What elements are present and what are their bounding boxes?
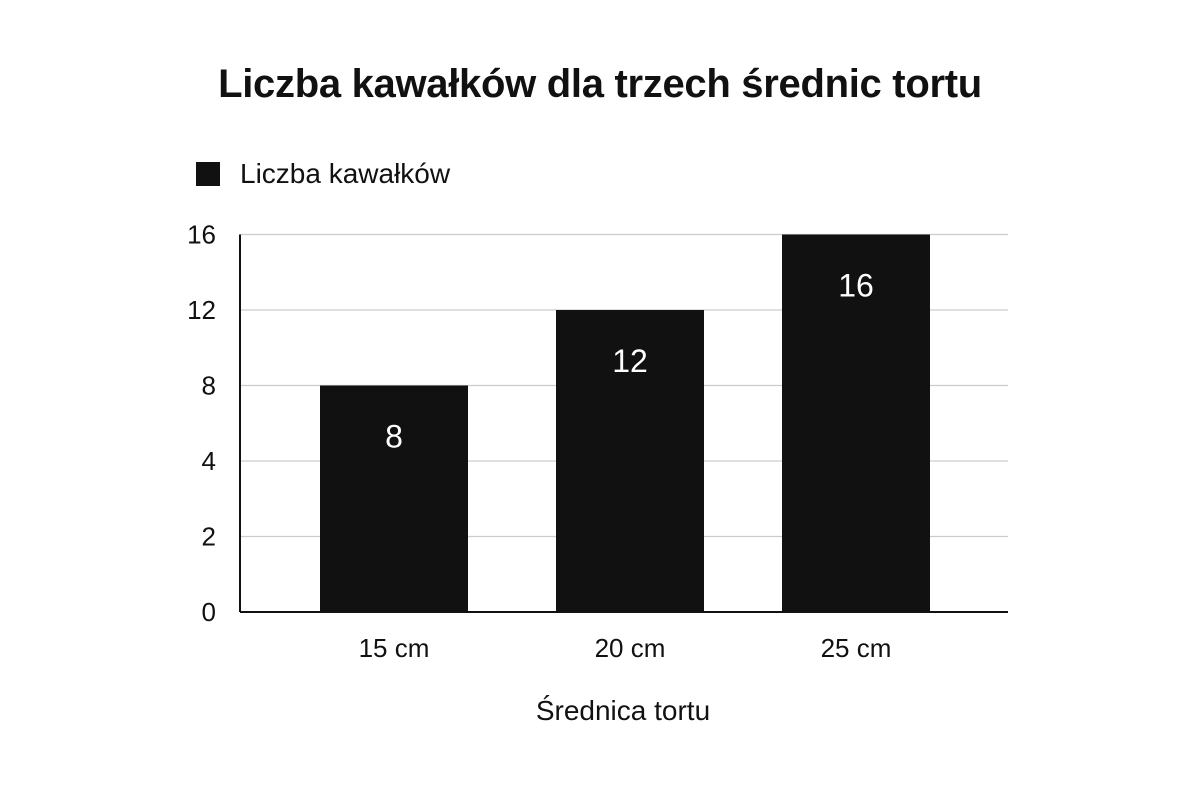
y-tick-label: 8 [202,371,216,401]
bars: 8 12 16 [320,234,930,612]
y-tick-label: 2 [202,522,216,552]
bar [320,385,468,612]
y-tick-label: 0 [202,597,216,627]
bar-value-label: 16 [838,268,874,304]
y-tick-label: 12 [187,295,216,325]
bar [782,234,930,612]
x-tick-label: 20 cm [595,633,666,663]
bar-value-label: 8 [385,419,403,455]
chart-title: Liczba kawałków dla trzech średnic tortu [218,62,982,106]
x-tick-label: 15 cm [359,633,430,663]
x-axis-title: Średnica tortu [536,694,710,726]
legend: Liczba kawałków [196,158,450,190]
legend-label: Liczba kawałków [240,158,451,189]
x-tick-label: 25 cm [821,633,892,663]
y-tick-label: 16 [187,220,216,250]
bar [556,310,704,612]
legend-swatch [196,162,220,186]
y-tick-label: 4 [202,446,216,476]
bar-value-label: 12 [612,343,648,379]
axes: 0 2 4 8 12 16 15 cm 20 cm 25 cm [187,220,1008,663]
